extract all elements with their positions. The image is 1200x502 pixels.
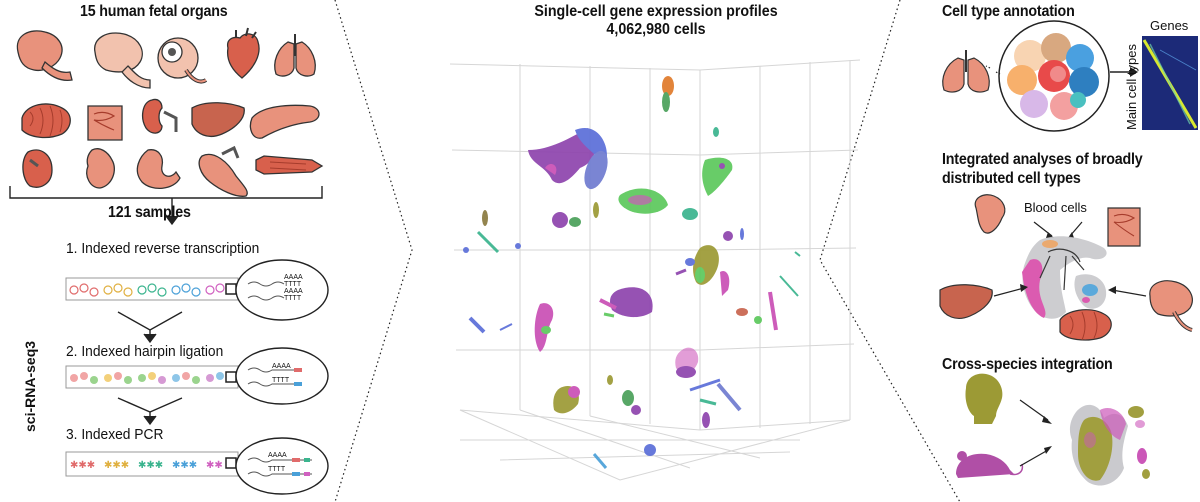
integrated-title-line1: Integrated analyses of broadly [942, 151, 1143, 168]
cell-cluster [1007, 33, 1099, 120]
svg-text:✱✱✱: ✱✱✱ [104, 460, 129, 471]
cell-type-annotation [942, 20, 1198, 132]
seq-label-1a: AAAA [284, 274, 303, 281]
merge-arrow-2 [117, 397, 183, 426]
svg-text:✱✱: ✱✱ [206, 460, 223, 471]
cell-type-annotation-title: Cell type annotation [942, 3, 1075, 20]
muscle-icon [255, 155, 324, 175]
liver-small-icon [939, 284, 993, 319]
step-pcr: 3. Indexed PCR [66, 426, 164, 443]
lung-small-icon [942, 50, 990, 93]
liver-icon [191, 102, 245, 138]
stomach-icon [136, 149, 181, 189]
umap-clusters [463, 76, 801, 469]
cell-count: 4,062,980 cells [606, 21, 706, 38]
mouse-icon [956, 451, 1024, 478]
seq-label-1d: TTTT [284, 295, 302, 302]
blood-cell-umap [1022, 236, 1107, 319]
center-title-line1: Single-cell gene expression profiles [534, 3, 778, 20]
umap-3d-plot [449, 59, 861, 481]
svg-text:✱✱✱: ✱✱✱ [70, 460, 95, 471]
main-cell-types-label: Main cell types [1124, 44, 1139, 130]
left-divider [334, 0, 413, 502]
human-head-icon [965, 373, 1003, 424]
organs-bracket [9, 186, 323, 226]
genes-label: Genes [1150, 18, 1189, 33]
seq-label-3b: TTTT [268, 466, 286, 473]
svg-text:✱✱✱: ✱✱✱ [172, 460, 197, 471]
seq-label-3a: AAAA [268, 452, 287, 459]
panel-dividers [334, 0, 961, 502]
cerebellum-icon [21, 103, 71, 139]
step-reverse-transcription: 1. Indexed reverse transcription [66, 240, 260, 257]
brain-small-icon [1149, 280, 1193, 332]
heatmap [1142, 36, 1198, 130]
seq-label-2b: TTTT [272, 377, 290, 384]
merge-arrow-1 [117, 311, 183, 344]
pcr-plate: ✱✱✱ ✱✱✱ ✱✱✱ ✱✱✱ ✱✱ [65, 437, 329, 495]
adrenal-small-icon [974, 194, 1006, 234]
kidney-icon [141, 98, 178, 134]
integrated-title-line2: distributed cell types [942, 170, 1081, 187]
integrated-umap [1069, 404, 1150, 486]
intestine-icon [87, 105, 123, 141]
thymus-icon [198, 145, 248, 197]
right-divider [819, 0, 961, 502]
brain-icon [94, 32, 151, 89]
adrenal-icon [16, 30, 73, 82]
intestine-small-icon [1107, 207, 1141, 247]
cerebellum-small-icon [1059, 309, 1112, 341]
umap-grid [449, 59, 861, 481]
seq-label-1c: AAAA [284, 288, 303, 295]
left-panel-title: 15 human fetal organs [80, 3, 228, 20]
integrated-analyses [939, 194, 1193, 341]
rt-plate [65, 259, 329, 321]
placenta-icon [22, 149, 53, 188]
blood-cells-label: Blood cells [1024, 200, 1087, 215]
eye-icon [157, 37, 208, 84]
pancreas-icon [249, 104, 320, 139]
heart-icon [226, 27, 260, 79]
ligation-plate [65, 347, 329, 405]
cross-species [956, 373, 1150, 486]
svg-text:✱✱✱: ✱✱✱ [138, 460, 163, 471]
samples-label: 121 samples [108, 204, 191, 221]
seq-label-1b: TTTT [284, 281, 302, 288]
lung-icon [274, 34, 316, 77]
step-hairpin-ligation: 2. Indexed hairpin ligation [66, 343, 224, 360]
fetal-organs [16, 27, 324, 197]
method-label: sci-RNA-seq3 [22, 340, 38, 432]
cross-species-title: Cross-species integration [942, 356, 1113, 373]
spleen-icon [86, 148, 115, 189]
seq-label-2a: AAAA [272, 363, 291, 370]
